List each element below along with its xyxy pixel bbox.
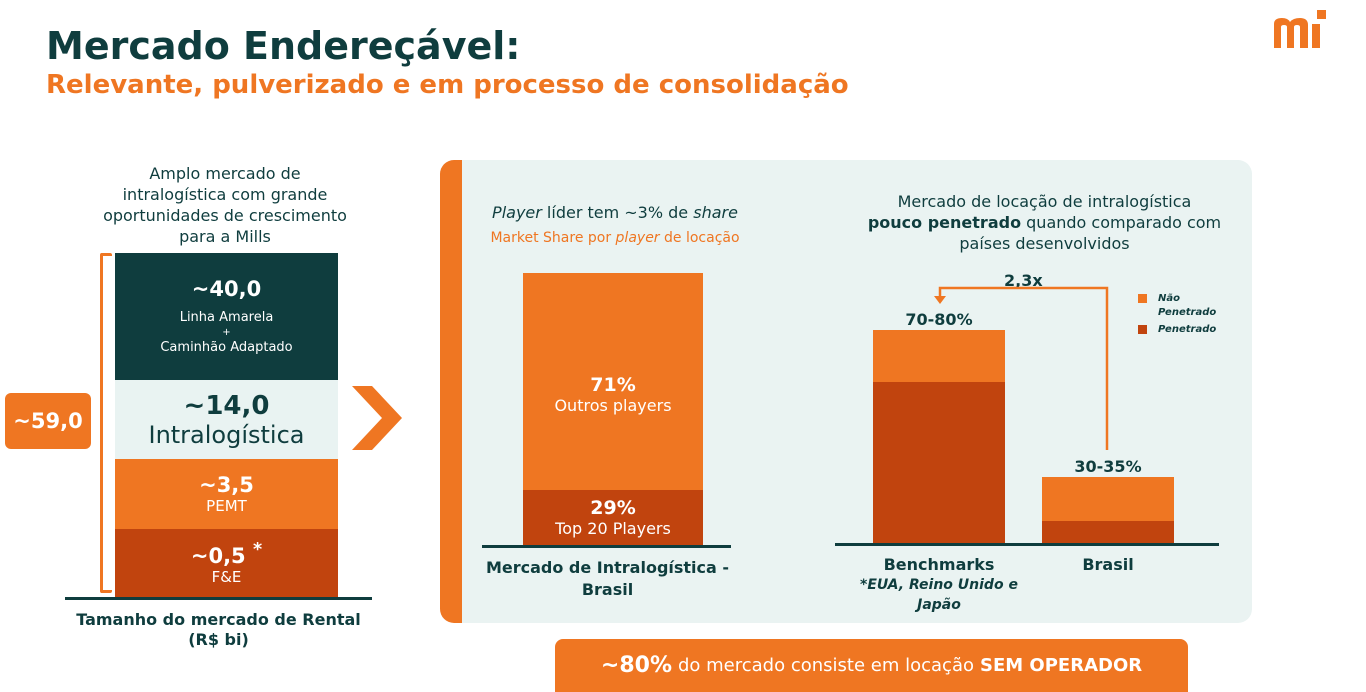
segment-label-plus: + [222,326,231,338]
outros-players-bar: 71% Outros players [523,273,703,490]
outros-players-label: Outros players [554,396,672,415]
caption-line2: pouco penetrado quando comparado com paí… [862,212,1227,254]
subtitle-text: Market Share por [490,230,616,246]
brasil-value-label: 30-35% [1074,457,1142,476]
page-title: Mercado Endereçável: [46,24,521,68]
total-bracket [100,253,112,593]
chevron-right-icon [352,386,402,450]
banner-text: do mercado consiste em locação [677,655,974,676]
legend-swatch [1138,294,1147,303]
legend-label: Penetrado [1158,324,1217,335]
total-badge: ~59,0 [5,393,91,449]
segment-value: ~0,5 * [191,540,262,568]
brasil-nao-penetrado-bar [1042,477,1174,521]
middle-chart-footer: Mercado de Intralogística - Brasil [485,558,730,599]
comparison-arrow-icon [934,286,1109,450]
segment-value: ~40,0 [191,276,262,301]
mills-logo [1274,10,1326,48]
segment-label: Caminhão Adaptado [160,339,293,355]
title-italic: share [693,203,738,222]
outros-players-value: 71% [590,374,636,396]
benchmarks-category: Benchmarks [883,555,995,574]
segment-value: ~3,5 [199,473,254,497]
left-chart-caption: Amplo mercado de intralogística com gran… [103,164,347,246]
subtitle-italic: player [615,230,660,246]
benchmarks-value-label: 70-80% [905,310,973,329]
multiplier-label: 2,3x [1004,271,1043,290]
segment-label: F&E [211,568,242,586]
segment-value-text: ~0,5 [190,544,246,568]
top20-players-label: Top 20 Players [555,519,671,538]
left-chart-axis [65,597,372,600]
right-chart-axis [835,543,1219,546]
top20-players-bar: 29% Top 20 Players [523,490,703,545]
caption-line1: Mercado de locação de intralogística [897,192,1192,211]
benchmarks-nao-penetrado-bar [873,330,1005,382]
segment-pemt: ~3,5 PEMT [115,459,338,529]
caption-rest: quando comparado com países desenvolvido… [959,213,1222,253]
operator-banner: ~80% do mercado consiste em locação SEM … [555,639,1188,692]
caption-bold: pouco penetrado [867,213,1022,232]
market-share-subtitle: Market Share por player de locação [490,229,740,247]
page-subtitle: Relevante, pulverizado e em processo de … [46,70,849,100]
legend-swatch [1138,325,1147,334]
segment-intralogistica: ~14,0 Intralogística [115,380,338,459]
segment-label: Intralogística [148,420,305,449]
footnote-marker: * [252,540,263,560]
penetration-caption: Mercado de locação de intralogística pou… [862,191,1227,254]
middle-chart-axis [482,545,731,548]
left-footer-line1: Tamanho do mercado de Rental [76,610,361,629]
banner-emphasis: SEM OPERADOR [979,655,1143,676]
benchmarks-penetrado-bar [873,382,1005,544]
market-share-title: Player líder tem ~3% de share [480,203,750,222]
segment-label: Linha Amarela [179,309,274,325]
legend-item-nao-penetrado: Não Penetrado [1138,292,1233,320]
benchmarks-note: *EUA, Reino Unido e Japão [860,577,1018,613]
legend-item-penetrado: Penetrado [1138,323,1233,337]
segment-label: PEMT [206,497,247,515]
brasil-category: Brasil [1082,555,1134,574]
left-footer-line2: (R$ bi) [188,630,249,649]
segment-fe: ~0,5 * F&E [115,529,338,597]
segment-linha-amarela: ~40,0 Linha Amarela + Caminhão Adaptado [115,253,338,380]
subtitle-text: de locação [659,230,740,246]
banner-percentage: ~80% [600,653,672,678]
title-italic: Player [492,203,542,222]
legend-label: Não Penetrado [1158,293,1217,318]
title-text: líder tem ~3% de [541,203,694,222]
brasil-penetrado-bar [1042,521,1174,544]
penetration-legend: Não Penetrado Penetrado [1138,292,1233,337]
segment-value: ~14,0 [183,390,270,421]
left-chart-footer: Tamanho do mercado de Rental (R$ bi) [65,610,372,650]
top20-players-value: 29% [590,497,636,519]
